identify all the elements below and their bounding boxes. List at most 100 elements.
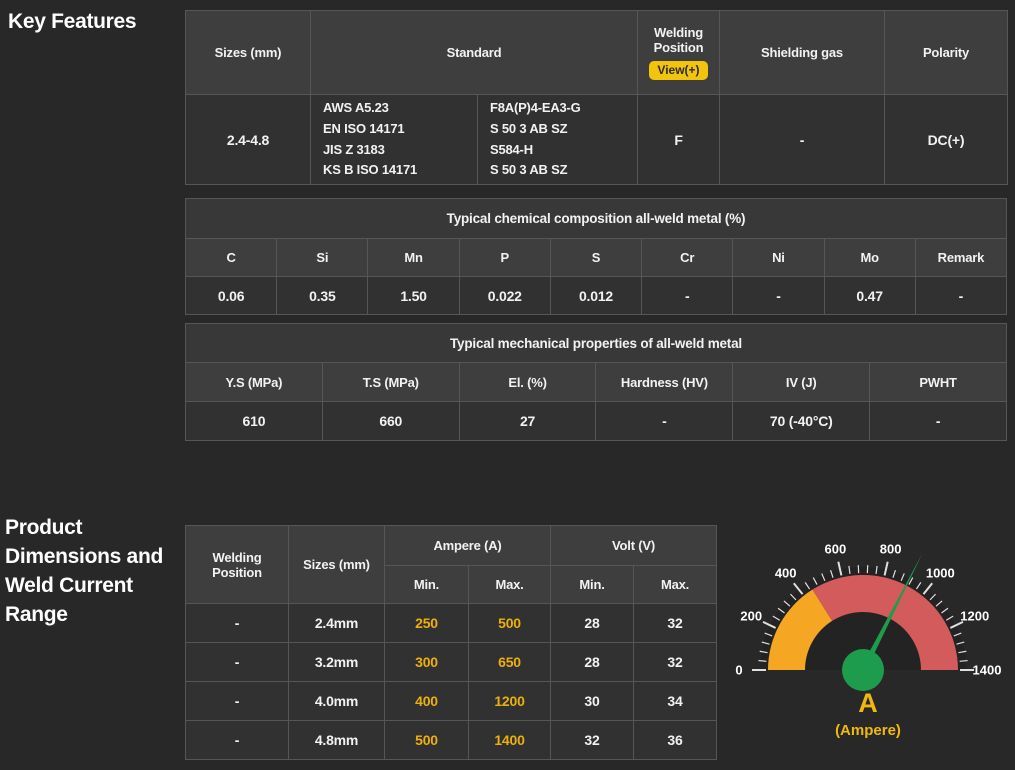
col-header-sizes: Sizes (mm) [288,525,385,604]
mechanical-header-row: Y.S (MPa) T.S (MPa) El. (%) Hardness (HV… [185,362,1007,402]
cell-mn: 1.50 [367,276,460,315]
col-header-welding-position: Welding Position [185,525,289,604]
svg-text:0: 0 [735,663,742,678]
col-header-pwht: PWHT [869,362,1007,402]
cell-size: 3.2mm [288,642,385,682]
cell-size: 4.0mm [288,681,385,721]
gauge-unit-sublabel: (Ampere) [835,722,901,739]
welding-position-label: Welding Position [653,25,704,55]
col-header-ampere: Ampere (A) [383,525,552,566]
cell-ni: - [732,276,825,315]
dimensions-table: Welding Position Sizes (mm) Ampere (A) V… [185,525,718,760]
cell-amp-max: 500 [467,603,552,643]
col-header-amp-min: Min. [384,565,469,604]
svg-text:200: 200 [740,609,762,624]
cell-welding-position: F [637,94,720,185]
cell-volt-max: 32 [633,603,718,643]
svg-text:400: 400 [775,566,797,581]
chemical-title-row: Typical chemical composition all-weld me… [185,198,1007,239]
svg-text:800: 800 [880,542,902,557]
col-header-welding-position: Welding Position View(+) [637,10,720,95]
cell-cr: - [641,276,734,315]
table-row: - 3.2mm 300 650 28 32 [185,642,718,682]
svg-text:1400: 1400 [973,663,1002,678]
cell-mo: 0.47 [823,276,916,315]
cell-volt-min: 28 [550,603,635,643]
cell-amp-min: 250 [384,603,469,643]
cell-c: 0.06 [184,276,278,315]
cell-sizes: 2.4-4.8 [185,94,311,185]
col-header-cr: Cr [641,238,734,277]
cell-amp-min: 400 [384,681,469,721]
col-header-volt-min: Min. [550,565,635,604]
col-header-volt-max: Max. [633,565,718,604]
svg-text:600: 600 [825,542,847,557]
cell-position: - [185,681,289,721]
cell-amp-max: 650 [467,642,552,682]
key-features-heading: Key Features [8,10,137,33]
col-header-mn: Mn [367,238,460,277]
cell-amp-min: 500 [384,720,469,760]
cell-amp-max: 1400 [467,720,552,760]
cell-volt-min: 32 [550,720,635,760]
mechanical-data-row: 610 660 27 - 70 (-40°C) - [185,401,1007,441]
dimensions-header-row-2: Min. Max. Min. Max. [186,565,718,604]
mechanical-title-row: Typical mechanical properties of all-wel… [185,323,1007,363]
cell-ts: 660 [321,401,460,441]
ampere-gauge: 0 200 400 600 800 1000 1200 1400 [723,520,1013,695]
key-features-table: Sizes (mm) Standard Welding Position Vie… [185,10,1008,185]
mechanical-table-title: Typical mechanical properties of all-wel… [185,323,1007,363]
chemical-data-row: 0.06 0.35 1.50 0.022 0.012 - - 0.47 - [184,276,1008,315]
chemical-composition-table: Typical chemical composition all-weld me… [184,198,1008,315]
cell-position: - [185,720,289,760]
col-header-hardness: Hardness (HV) [595,362,734,402]
col-header-ni: Ni [732,238,825,277]
col-header-remark: Remark [914,238,1008,277]
col-header-mo: Mo [823,238,916,277]
gauge-unit-label: A [858,688,878,718]
cell-volt-max: 32 [633,642,718,682]
cell-size: 4.8mm [288,720,385,760]
cell-volt-min: 30 [550,681,635,721]
view-plus-button[interactable]: View(+) [649,61,708,80]
cell-hardness: - [595,401,734,441]
chemical-header-row: C Si Mn P S Cr Ni Mo Remark [184,238,1008,277]
col-header-polarity: Polarity [884,10,1008,95]
col-header-ts: T.S (MPa) [321,362,460,402]
chemical-table-title: Typical chemical composition all-weld me… [185,198,1007,239]
col-header-amp-max: Max. [467,565,552,604]
col-header-sizes: Sizes (mm) [185,10,311,95]
cell-p: 0.022 [458,276,551,315]
cell-remark: - [914,276,1008,315]
col-header-iv: IV (J) [732,362,871,402]
product-dimensions-heading: Product Dimensions and Weld Current Rang… [5,516,163,626]
cell-volt-max: 34 [633,681,718,721]
cell-amp-max: 1200 [467,681,552,721]
cell-shielding-gas: - [719,94,885,185]
cell-position: - [185,603,289,643]
col-header-si: Si [276,238,369,277]
cell-ys: 610 [185,401,323,441]
table-row: - 4.8mm 500 1400 32 36 [185,720,718,760]
col-header-s: S [549,238,643,277]
col-header-standard: Standard [310,10,638,95]
cell-position: - [185,642,289,682]
cell-si: 0.35 [276,276,369,315]
table-row: - 4.0mm 400 1200 30 34 [185,681,718,721]
cell-volt-max: 36 [633,720,718,760]
cell-polarity: DC(+) [884,94,1008,185]
col-header-ys: Y.S (MPa) [185,362,323,402]
table-row: - 2.4mm 250 500 28 32 [185,603,718,643]
dimensions-header-row-1: Welding Position Sizes (mm) Ampere (A) V… [185,525,718,604]
cell-s: 0.012 [549,276,643,315]
cell-pwht: - [869,401,1007,441]
mechanical-properties-table: Typical mechanical properties of all-wel… [185,323,1007,441]
cell-iv: 70 (-40°C) [732,401,871,441]
cell-standard-specs: AWS A5.23 EN ISO 14171 JIS Z 3183 KS B I… [310,94,478,185]
col-header-volt: Volt (V) [550,525,718,566]
cell-size: 2.4mm [288,603,385,643]
col-header-el: El. (%) [458,362,597,402]
svg-text:1000: 1000 [926,566,955,581]
col-header-shielding-gas: Shielding gas [719,10,885,95]
